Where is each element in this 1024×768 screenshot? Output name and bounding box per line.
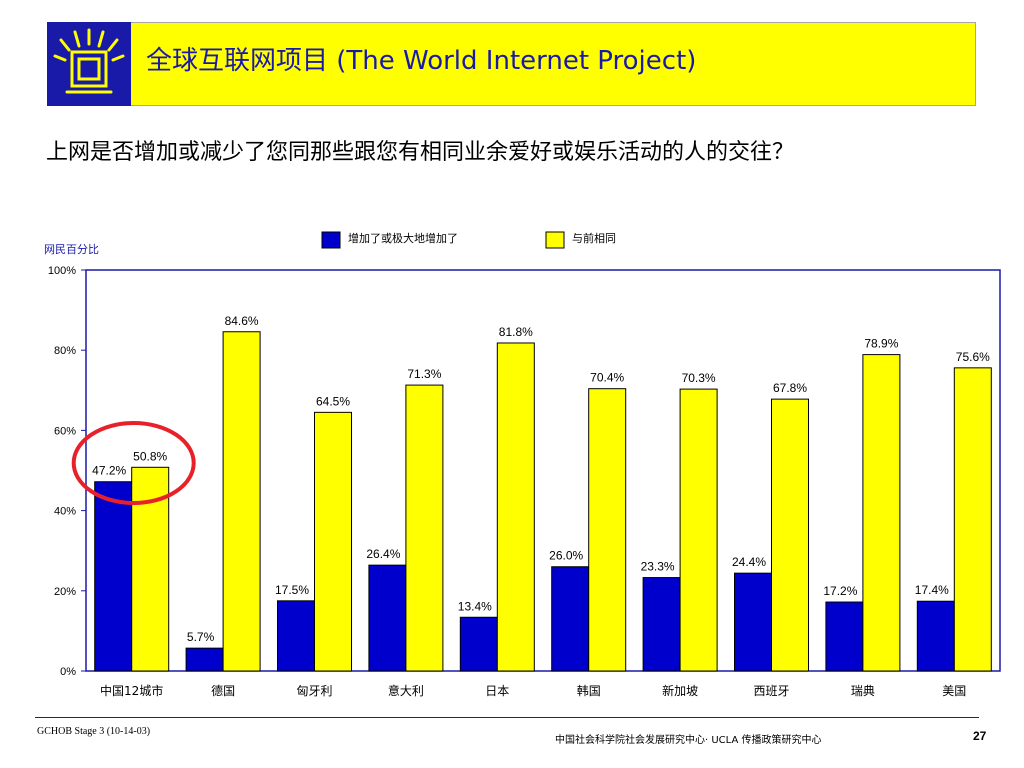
data-label: 81.8% bbox=[499, 325, 533, 339]
x-tick-label: 德国 bbox=[211, 683, 235, 698]
bar bbox=[222, 331, 261, 672]
x-tick-label: 西班牙 bbox=[753, 684, 789, 698]
data-label: 17.2% bbox=[823, 584, 857, 598]
x-tick-label: 美国 bbox=[942, 684, 966, 698]
data-label: 64.5% bbox=[316, 394, 350, 408]
y-tick-label: 40% bbox=[54, 506, 76, 518]
data-label: 84.6% bbox=[225, 314, 259, 328]
bar bbox=[642, 577, 681, 672]
data-label: 13.4% bbox=[458, 599, 492, 613]
page-title: 全球互联网项目 (The World Internet Project) bbox=[146, 46, 697, 76]
y-tick-label: 80% bbox=[54, 345, 76, 357]
data-label: 71.3% bbox=[407, 367, 441, 381]
data-label: 50.8% bbox=[133, 449, 167, 463]
bar bbox=[185, 647, 224, 672]
survey-question: 上网是否增加或减少了您同那些跟您有相同业余爱好或娱乐活动的人的交往？ bbox=[46, 140, 795, 165]
legend-swatch bbox=[545, 231, 565, 249]
data-label: 26.4% bbox=[366, 547, 400, 561]
data-label: 23.3% bbox=[641, 560, 675, 574]
y-tick-label: 100% bbox=[48, 265, 76, 277]
bar bbox=[953, 367, 992, 672]
footer-stage-label: GCHOB Stage 3 (10-14-03) bbox=[37, 726, 151, 737]
x-tick-label: 中国12城市 bbox=[100, 683, 163, 698]
bar bbox=[551, 566, 590, 672]
bar bbox=[771, 398, 809, 672]
data-label: 67.8% bbox=[773, 381, 807, 395]
legend-swatch bbox=[321, 231, 341, 249]
data-label: 24.4% bbox=[732, 555, 766, 569]
bar bbox=[368, 564, 407, 672]
x-tick-label: 日本 bbox=[485, 684, 509, 698]
bar bbox=[277, 600, 315, 672]
bar bbox=[916, 600, 955, 672]
bar bbox=[496, 342, 535, 672]
footer-institution: 中国社会科学院社会发展研究中心· UCLA 传播政策研究中心 bbox=[555, 735, 822, 746]
bar bbox=[588, 388, 627, 672]
data-label: 17.5% bbox=[275, 583, 309, 597]
bar bbox=[405, 384, 444, 672]
y-tick-label: 0% bbox=[60, 666, 76, 678]
bar bbox=[459, 616, 498, 672]
y-tick-label: 20% bbox=[54, 586, 76, 598]
data-label: 5.7% bbox=[187, 630, 215, 644]
data-label: 17.4% bbox=[915, 583, 949, 597]
bar bbox=[679, 388, 718, 672]
x-tick-label: 意大利 bbox=[388, 683, 424, 698]
data-label: 26.0% bbox=[549, 549, 583, 563]
x-tick-label: 瑞典 bbox=[851, 684, 875, 698]
bar bbox=[862, 354, 901, 672]
page-number: 27 bbox=[973, 729, 987, 743]
y-tick-label: 60% bbox=[54, 425, 76, 437]
data-label: 70.4% bbox=[590, 371, 624, 385]
x-tick-label: 新加坡 bbox=[662, 683, 698, 698]
bar bbox=[734, 572, 772, 672]
legend-label: 与前相同 bbox=[572, 231, 616, 245]
y-axis-label: 网民百分比 bbox=[44, 243, 99, 256]
bar bbox=[825, 601, 864, 672]
x-tick-label: 匈牙利 bbox=[296, 684, 332, 698]
logo-icon bbox=[47, 22, 131, 106]
highlight-circle bbox=[71, 421, 196, 505]
bar bbox=[314, 411, 352, 672]
legend-label: 增加了或极大地增加了 bbox=[348, 231, 458, 245]
footer-divider bbox=[35, 717, 979, 718]
header-bar bbox=[47, 22, 976, 106]
x-tick-label: 韩国 bbox=[577, 683, 601, 698]
bar bbox=[94, 481, 133, 672]
data-label: 78.9% bbox=[864, 337, 898, 351]
data-label: 47.2% bbox=[92, 464, 126, 478]
data-label: 70.3% bbox=[682, 371, 716, 385]
data-label: 75.6% bbox=[956, 350, 990, 364]
